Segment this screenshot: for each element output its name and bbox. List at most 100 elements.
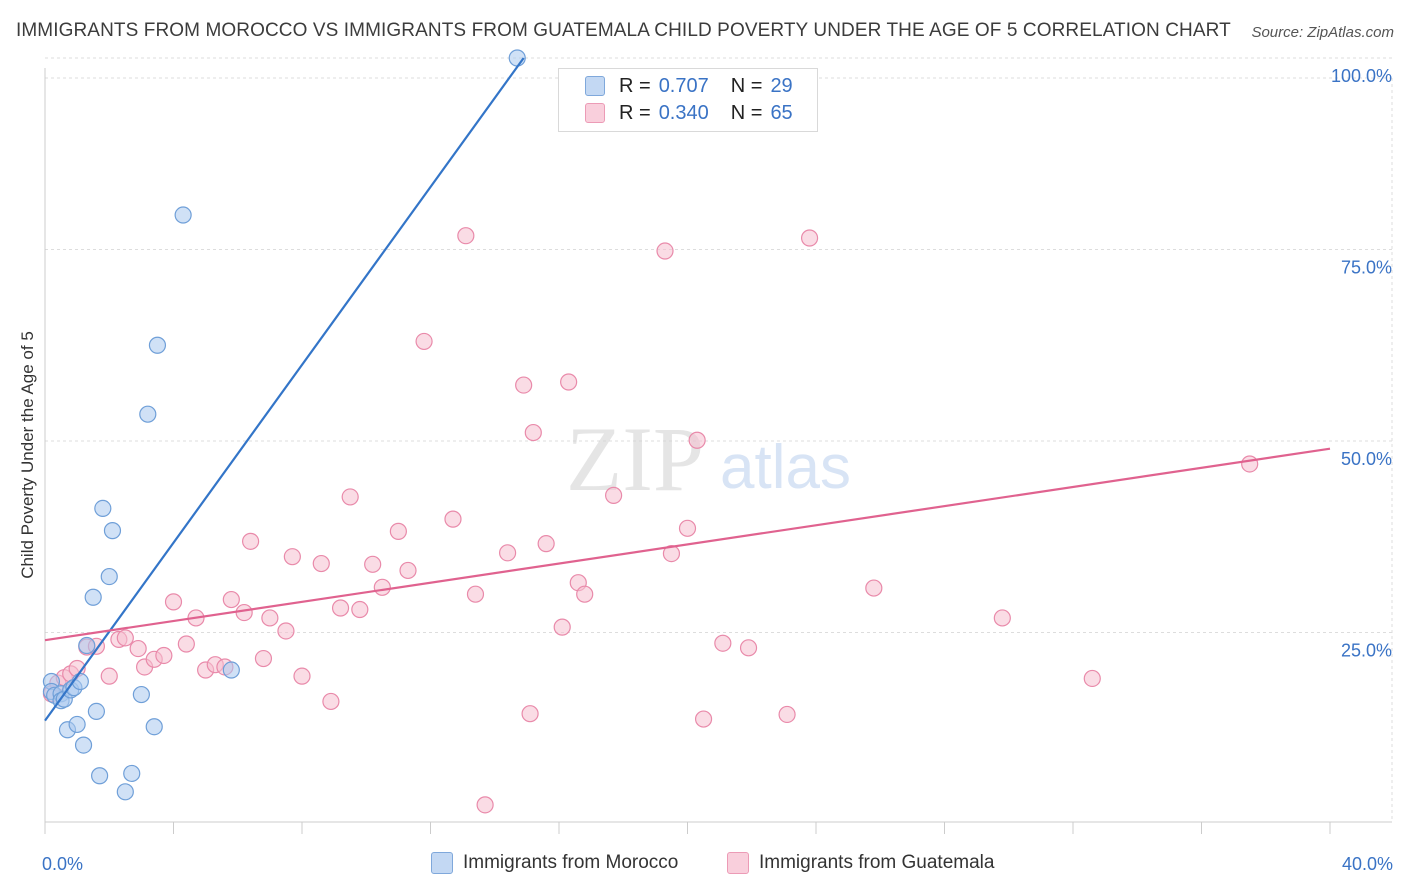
series-morocco-points	[42, 49, 526, 801]
point-guatemala	[116, 629, 134, 647]
legend-swatch-morocco	[585, 76, 605, 96]
point-guatemala	[993, 609, 1011, 627]
point-guatemala	[389, 522, 407, 540]
point-guatemala	[444, 510, 462, 528]
point-guatemala	[155, 646, 173, 665]
point-guatemala	[499, 544, 517, 562]
legend-r-value-guatemala: 0.340	[658, 101, 709, 124]
point-guatemala	[694, 710, 713, 728]
point-guatemala	[524, 423, 542, 442]
point-guatemala	[800, 229, 819, 247]
legend-swatch-guatemala	[585, 103, 605, 123]
point-guatemala	[341, 488, 359, 506]
y-tick-label: 25.0%	[1341, 641, 1392, 661]
point-guatemala	[312, 554, 330, 573]
point-guatemala	[235, 603, 253, 622]
point-morocco	[222, 661, 240, 679]
point-morocco	[139, 405, 157, 423]
legend-swatch-morocco	[431, 852, 453, 874]
point-guatemala	[865, 579, 883, 597]
y-tick-label: 100.0%	[1331, 66, 1392, 86]
legend-label-guatemala: Immigrants from Guatemala	[759, 852, 995, 873]
series-legend: Immigrants from Morocco Immigrants from …	[0, 852, 1406, 878]
point-guatemala	[399, 561, 417, 580]
point-morocco	[116, 783, 134, 801]
point-morocco	[74, 736, 93, 754]
point-morocco	[123, 764, 141, 783]
point-morocco	[145, 718, 163, 736]
stats-legend: R = 0.707 N = 29 R = 0.340 N = 65	[558, 68, 818, 132]
point-guatemala	[1241, 455, 1259, 473]
point-guatemala	[100, 667, 118, 685]
point-guatemala	[521, 705, 539, 723]
point-guatemala	[331, 599, 350, 617]
point-morocco	[103, 522, 122, 540]
legend-label-morocco: Immigrants from Morocco	[463, 852, 679, 873]
point-morocco	[174, 206, 192, 224]
point-guatemala	[351, 600, 369, 619]
point-morocco	[87, 702, 106, 720]
legend-r-value-morocco: 0.707	[658, 74, 709, 97]
point-guatemala	[293, 667, 311, 685]
point-guatemala	[688, 431, 706, 449]
point-guatemala	[364, 555, 382, 573]
legend-r-label: R =	[619, 101, 651, 124]
axes	[44, 68, 1392, 834]
point-guatemala	[605, 486, 623, 504]
point-guatemala	[322, 692, 340, 711]
point-guatemala	[778, 705, 796, 724]
point-guatemala	[164, 593, 183, 611]
point-morocco	[78, 636, 96, 655]
legend-item-guatemala[interactable]: Immigrants from Guatemala	[727, 852, 994, 874]
tick-labels: 25.0% 50.0% 75.0% 100.0% 0.0% 40.0%	[42, 66, 1393, 874]
point-morocco	[71, 672, 89, 691]
point-guatemala	[457, 227, 475, 245]
point-guatemala	[177, 635, 195, 653]
point-guatemala	[129, 639, 147, 658]
legend-n-value-guatemala: 65	[770, 101, 793, 124]
point-morocco	[84, 588, 102, 606]
point-morocco	[132, 685, 150, 704]
point-morocco	[68, 715, 86, 734]
x-tick-label: 40.0%	[1342, 854, 1393, 874]
watermark-atlas: atlas	[720, 433, 851, 502]
grid-lines	[45, 57, 1393, 822]
point-guatemala	[373, 578, 391, 596]
point-guatemala	[476, 796, 494, 814]
point-guatemala	[261, 609, 279, 627]
legend-item-morocco[interactable]: Immigrants from Morocco	[431, 852, 678, 874]
trend-lines	[44, 57, 1331, 722]
point-guatemala	[515, 376, 533, 394]
legend-swatch-guatemala	[727, 852, 749, 874]
point-guatemala	[537, 535, 555, 553]
point-guatemala	[277, 622, 295, 640]
watermark: ZIP atlas	[566, 408, 851, 510]
trend-line-morocco	[44, 57, 525, 722]
point-morocco	[148, 336, 167, 354]
point-guatemala	[662, 545, 681, 563]
point-guatemala	[466, 585, 485, 603]
x-tick-label: 0.0%	[42, 854, 83, 874]
legend-n-label: N =	[730, 74, 763, 97]
point-guatemala	[714, 634, 732, 652]
point-guatemala	[242, 532, 260, 550]
legend-r-label: R =	[619, 74, 651, 97]
chart-title: IMMIGRANTS FROM MOROCCO VS IMMIGRANTS FR…	[16, 20, 1231, 41]
y-tick-label: 50.0%	[1341, 449, 1392, 469]
point-morocco	[91, 767, 109, 785]
watermark-zip: ZIP	[566, 408, 704, 510]
legend-row-morocco: R = 0.707 N = 29	[585, 74, 793, 98]
trend-line-guatemala	[44, 447, 1331, 642]
point-guatemala	[1083, 669, 1101, 688]
legend-n-value-morocco: 29	[770, 74, 793, 97]
y-tick-label: 75.0%	[1341, 258, 1392, 278]
point-guatemala	[576, 585, 594, 603]
point-guatemala	[553, 618, 571, 636]
point-guatemala	[415, 332, 433, 351]
point-guatemala	[656, 242, 674, 260]
legend-n-label: N =	[730, 101, 763, 124]
point-guatemala	[283, 548, 301, 566]
source-label[interactable]: Source: ZipAtlas.com	[1251, 24, 1394, 41]
point-guatemala	[222, 590, 240, 609]
